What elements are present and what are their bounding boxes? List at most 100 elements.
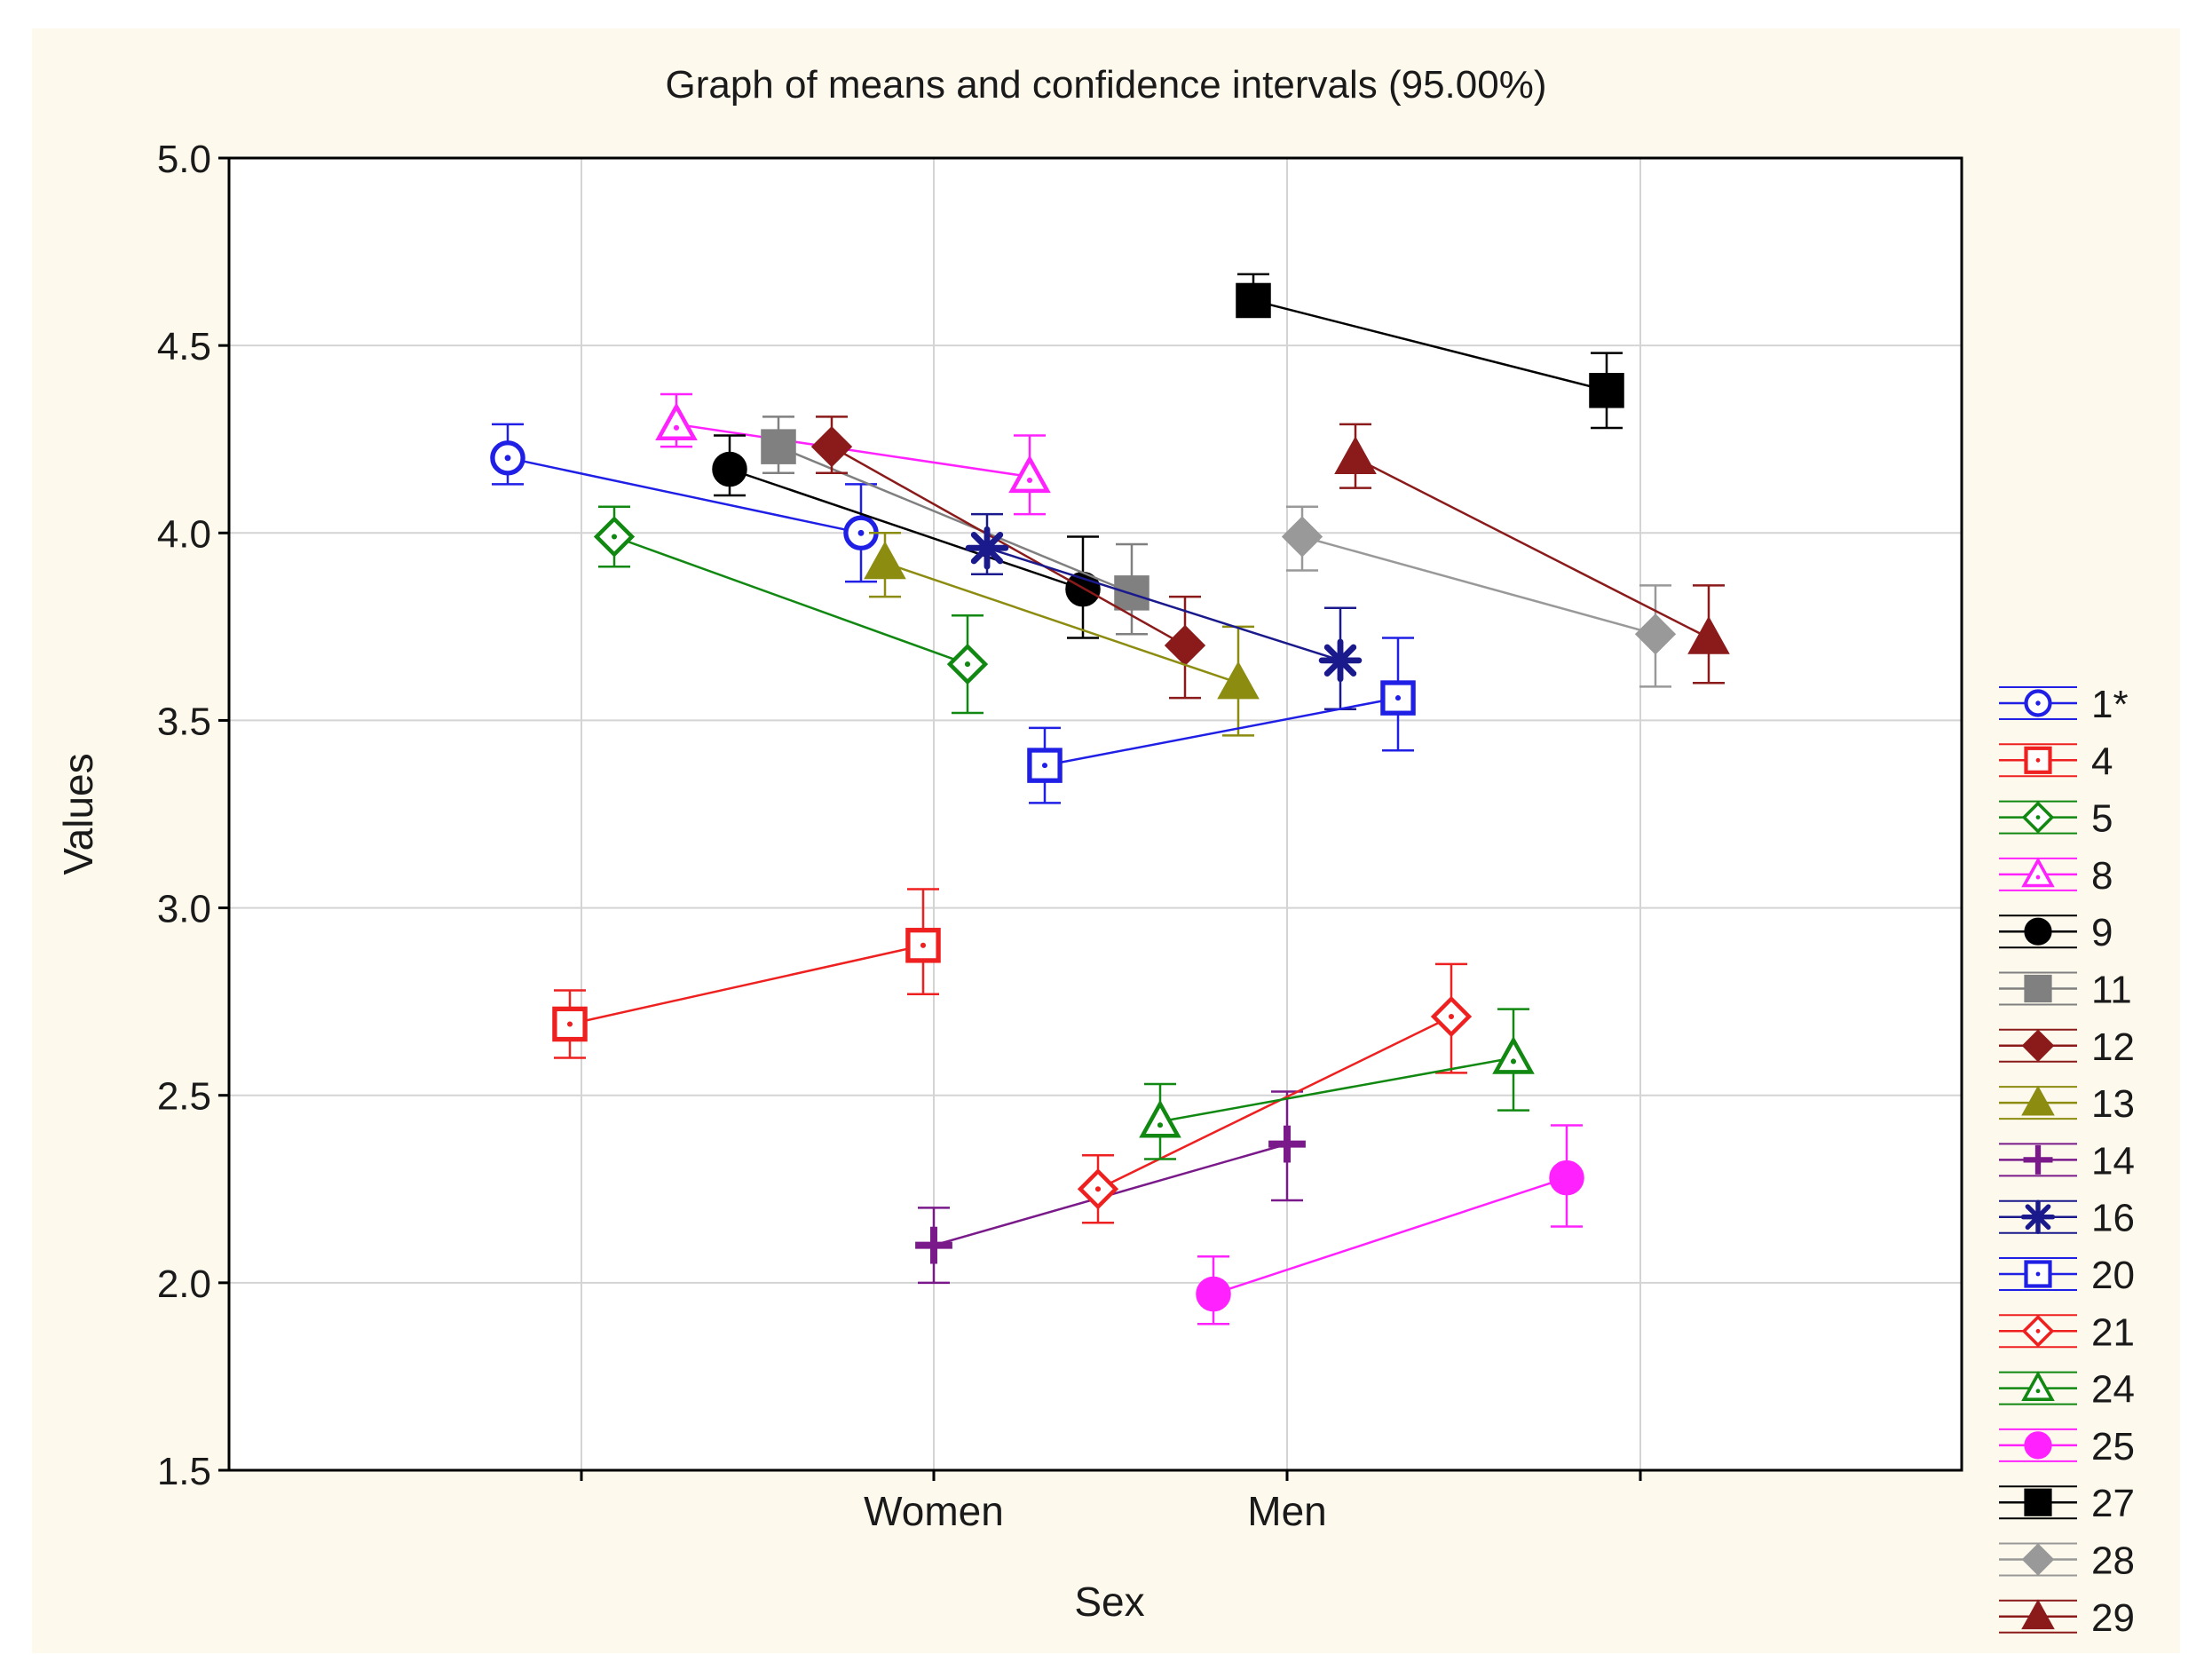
legend-item: 14 [1999, 1139, 2135, 1183]
legend-marker [2021, 857, 2055, 888]
y-tick-label: 3.0 [157, 888, 211, 931]
data-point-women [761, 429, 796, 464]
data-point-women [864, 541, 906, 580]
series-line [1097, 1015, 1452, 1191]
legend-marker [2024, 917, 2052, 946]
series-29 [1334, 423, 1730, 685]
y-tick-label: 2.0 [157, 1262, 211, 1306]
legend-label: 14 [2091, 1139, 2135, 1183]
legend-label: 21 [2091, 1310, 2135, 1354]
series-13 [864, 532, 1260, 737]
legend-marker [2024, 689, 2052, 717]
data-point-men [1318, 638, 1363, 683]
series-line [1301, 535, 1656, 636]
data-point-men [1380, 680, 1416, 716]
y-tick-label: 5.0 [157, 138, 211, 181]
data-point-women [810, 426, 853, 468]
y-tick-label: 4.5 [157, 325, 211, 368]
legend-marker [2023, 1144, 2053, 1175]
data-point-men [1549, 1160, 1584, 1196]
series-9 [712, 434, 1101, 639]
legend-label: 5 [2091, 797, 2113, 841]
legend-item: 27 [1999, 1482, 2135, 1525]
legend-label: 9 [2091, 911, 2113, 954]
legend-label: 16 [2091, 1197, 2135, 1240]
legend-label: 24 [2091, 1368, 2135, 1412]
legend-marker [2020, 1199, 2056, 1234]
data-point-women [1139, 1099, 1181, 1138]
legend-item: 4 [1999, 740, 2113, 783]
legend-item: 16 [1999, 1197, 2135, 1240]
series-line [986, 546, 1341, 662]
data-point-men [905, 928, 941, 963]
y-tick-label: 4.0 [157, 512, 211, 556]
series-4 [552, 888, 941, 1059]
legend-label: 20 [2091, 1254, 2135, 1297]
legend-label: 27 [2091, 1482, 2135, 1525]
x-tick-label: Men [1247, 1488, 1326, 1534]
legend-item: 13 [1999, 1082, 2135, 1126]
legend-marker [2021, 1599, 2055, 1630]
legend-item: 9 [1999, 911, 2113, 954]
data-point-men [1008, 455, 1051, 494]
series-line [1252, 299, 1608, 392]
data-point-women [1334, 436, 1377, 475]
legend-label: 8 [2091, 854, 2113, 898]
data-point-women [1281, 516, 1323, 558]
legend-label: 29 [2091, 1596, 2135, 1640]
data-point-men [1430, 995, 1473, 1038]
legend-label: 4 [2091, 740, 2113, 783]
series-11 [761, 416, 1149, 636]
data-point-men [1492, 1035, 1535, 1074]
series-20 [1027, 637, 1416, 804]
series-line [507, 456, 862, 534]
legend-item: 20 [1999, 1254, 2135, 1297]
data-point-women [593, 516, 636, 558]
legend-marker [2021, 1029, 2055, 1063]
legend-marker [2021, 1371, 2055, 1401]
data-point-women [712, 451, 747, 487]
series-line [1213, 1176, 1568, 1295]
series-1* [490, 423, 879, 583]
data-point-women [552, 1006, 588, 1042]
series-28 [1281, 505, 1677, 688]
axes: 1.5 2.0 2.5 3.0 3.5 4.0 4.5 5.0 Women Men [157, 138, 1963, 1534]
y-axis-label: Values [55, 753, 101, 875]
legend-item: 25 [1999, 1425, 2135, 1468]
legend-marker [2024, 1488, 2052, 1516]
legend-item: 29 [1999, 1596, 2135, 1640]
data-point-women [965, 526, 1009, 570]
series-line [831, 446, 1186, 647]
series-24 [1139, 1008, 1535, 1160]
legend-marker [2024, 746, 2052, 774]
series-line [569, 944, 924, 1025]
series-25 [1196, 1124, 1584, 1326]
legend-item: 11 [1999, 969, 2132, 1012]
series-line [675, 423, 1031, 479]
data-point-women [655, 402, 698, 441]
plot-area [229, 158, 1962, 1470]
series-16 [965, 512, 1363, 711]
data-point-men [1687, 615, 1730, 654]
data-point-men [946, 643, 989, 685]
data-point-men [1634, 613, 1677, 655]
legend-item: 12 [1999, 1025, 2135, 1069]
legend-item: 5 [1999, 797, 2113, 841]
data-point-men [1114, 575, 1149, 611]
series-8 [655, 392, 1051, 516]
series-21 [1077, 962, 1473, 1224]
series-5 [593, 505, 989, 715]
data-point-women [915, 1226, 952, 1264]
legend-label: 1* [2091, 683, 2129, 726]
legend-marker [2021, 1085, 2055, 1116]
data-point-women [1196, 1276, 1231, 1312]
x-axis-label: Sex [1074, 1579, 1144, 1625]
legend-label: 28 [2091, 1539, 2135, 1583]
legend-item: 28 [1999, 1539, 2135, 1583]
data-point-men [1217, 661, 1260, 700]
series-layer [490, 273, 1730, 1326]
legend-marker [2024, 1431, 2052, 1460]
series-line [884, 561, 1239, 685]
legend-marker [2021, 1315, 2055, 1348]
legend-marker [2024, 974, 2052, 1003]
